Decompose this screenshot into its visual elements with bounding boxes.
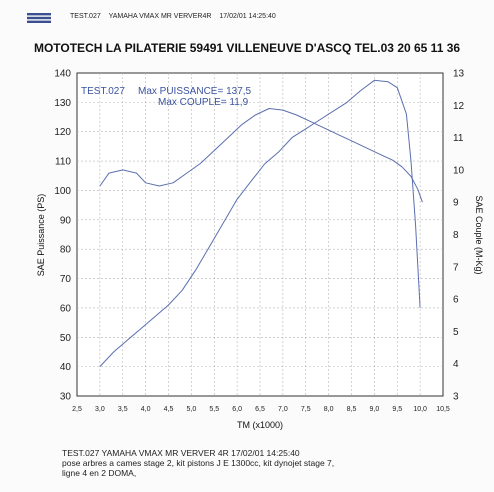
y2-tick-label: 3 (453, 392, 459, 403)
y2-axis-label: SAE Couple (M-Kg) (474, 195, 484, 274)
x-tick-label: 3,5 (118, 406, 128, 413)
y-tick-labels: 30 40 50 60 70 80 90 100 110 120 130 140 (54, 69, 71, 403)
y2-tick-label: 7 (453, 262, 459, 273)
power-series-line (99, 79, 421, 367)
y-tick-label: 130 (54, 98, 71, 109)
y-tick-label: 30 (60, 392, 72, 403)
y-axis-label: SAE Puissance (PS) (36, 194, 46, 277)
x-tick-labels: 2,5 3,0 3,5 4,0 4,5 5,0 5,5 6,0 6,5 7,0 7,5 8,0 8,5 9… (72, 406, 450, 413)
header-test-id: TEST.027 (70, 13, 101, 20)
y2-tick-label: 6 (453, 295, 459, 306)
y2-tick-label: 8 (453, 230, 459, 241)
header-vehicle: YAMAHA VMAX MR VERVER4R (108, 13, 212, 20)
x-tick-label: 7,5 (301, 406, 311, 413)
x-tick-label: 8,0 (324, 406, 334, 413)
annotation-max-power: Max PUISSANCE= 137,5 (138, 86, 252, 97)
x-axis-label: TM (x1000) (237, 420, 283, 430)
y-tick-label: 100 (54, 186, 71, 197)
y-tick-label: 60 (60, 303, 72, 314)
x-tick-label: 9,0 (370, 406, 380, 413)
x-tick-label: 10,5 (436, 406, 450, 413)
y2-tick-label: 13 (453, 69, 465, 80)
y2-tick-label: 5 (453, 327, 459, 338)
y2-tick-label: 9 (453, 198, 459, 209)
annotation-test-label: TEST.027 (81, 86, 125, 97)
x-tick-label: 2,5 (72, 406, 82, 413)
x-tick-label: 5,0 (187, 406, 197, 413)
grid (77, 73, 443, 396)
y-tick-label: 50 (60, 333, 72, 344)
y2-tick-label: 4 (453, 359, 459, 370)
footer-line-2: pose arbres a cames stage 2, kit pistons… (62, 458, 335, 468)
x-tick-label: 8,5 (347, 406, 357, 413)
footer-line-3: ligne 4 en 2 DOMA, (62, 468, 137, 478)
x-tick-label: 4,0 (141, 406, 151, 413)
y2-tick-labels: 3 4 5 6 7 8 9 10 11 12 13 (453, 69, 465, 403)
y-tick-label: 70 (60, 274, 72, 285)
shop-title: MOTOTECH LA PILATERIE 59491 VILLENEUVE D… (33, 41, 461, 55)
footer-line-1: TEST.027 YAMAHA VMAX MR VERVER 4R 17/02/… (62, 448, 300, 458)
header-datetime: 17/02/01 14:25:40 (219, 13, 276, 20)
y-tick-label: 140 (54, 69, 71, 80)
x-tick-label: 6,0 (232, 406, 242, 413)
series-layer (99, 79, 423, 367)
y2-tick-label: 12 (453, 101, 465, 112)
logo-icon (27, 13, 51, 23)
y-tick-label: 40 (60, 362, 72, 373)
x-tick-label: 4,5 (164, 406, 174, 413)
x-tick-label: 7,0 (278, 406, 288, 413)
document-header: TEST.027 YAMAHA VMAX MR VERVER4R 17/02/0… (70, 13, 282, 20)
x-tick-label: 6,5 (255, 406, 265, 413)
y2-tick-label: 10 (453, 165, 465, 176)
x-tick-label: 9,5 (392, 406, 402, 413)
y-tick-label: 110 (55, 157, 71, 168)
y-tick-label: 80 (60, 245, 72, 256)
y-tick-label: 90 (60, 215, 72, 226)
x-tick-label: 5,5 (209, 406, 219, 413)
test-notes: TEST.027 YAMAHA VMAX MR VERVER 4R 17/02/… (62, 448, 334, 478)
torque-series-line (99, 108, 423, 203)
y-tick-label: 120 (54, 127, 71, 138)
x-tick-label: 3,0 (95, 406, 105, 413)
x-tick-label: 10,0 (413, 406, 427, 413)
annotation-max-torque: Max COUPLE= 11,9 (158, 97, 249, 108)
y2-tick-label: 11 (453, 133, 464, 144)
